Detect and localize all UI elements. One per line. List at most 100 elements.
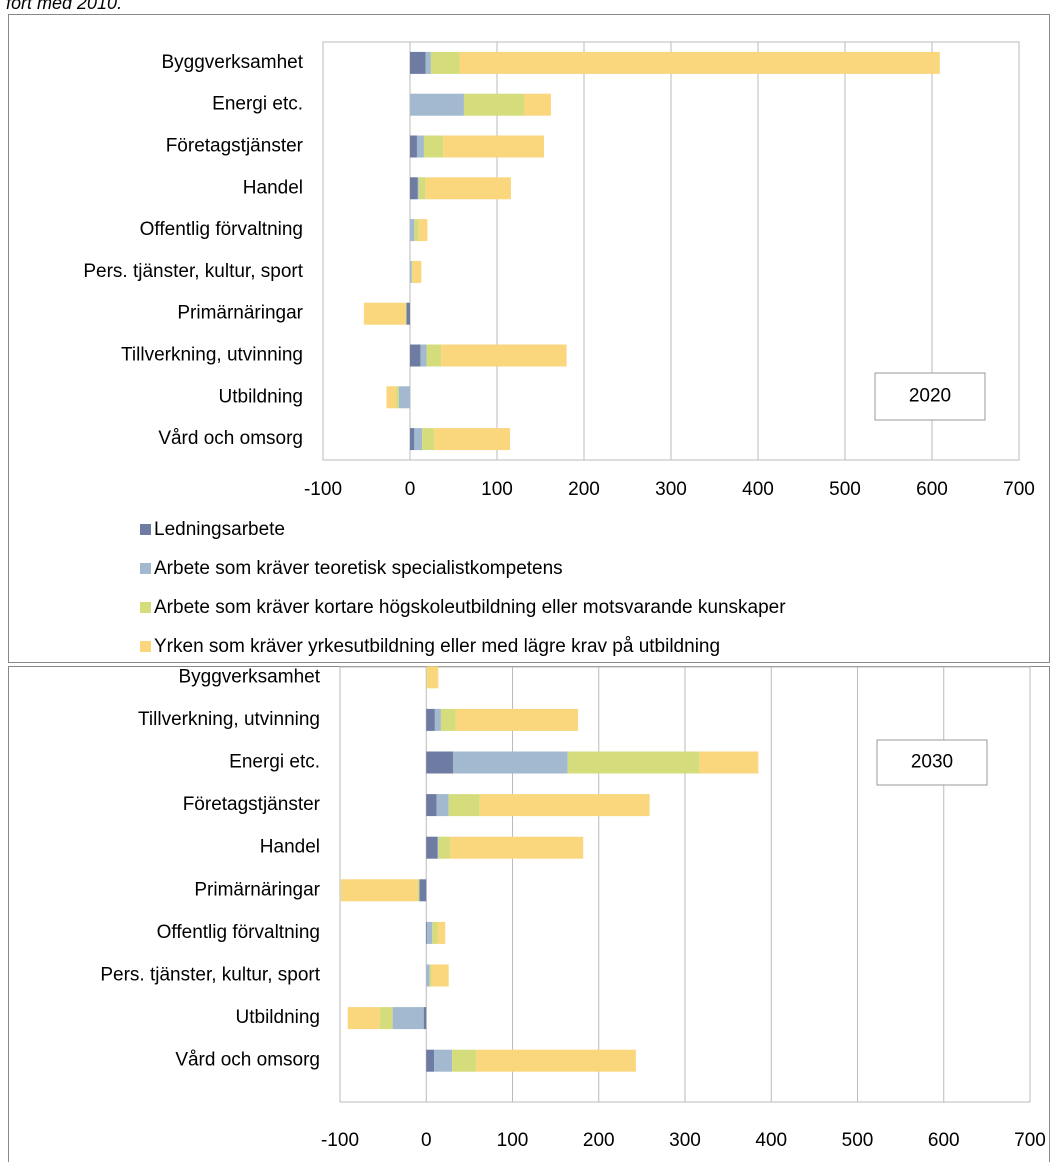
bar-segment — [396, 386, 399, 409]
bar-segment — [410, 51, 426, 74]
bar-segment — [459, 51, 940, 74]
bar-segment — [410, 344, 421, 367]
x-tick-label: 0 — [405, 479, 416, 500]
bar-segment — [437, 836, 439, 859]
bar-segment — [426, 921, 428, 944]
bar-segment — [414, 219, 419, 242]
caption: fört med 2010. — [6, 0, 122, 13]
bar-segment — [398, 386, 410, 409]
bar-segment — [416, 135, 424, 158]
bar-segment — [429, 964, 432, 987]
x-tick-label: 700 — [1003, 479, 1035, 500]
x-tick-label: 600 — [928, 1130, 960, 1151]
bar-segment — [479, 794, 650, 817]
x-tick-label: 0 — [421, 1130, 432, 1151]
bar-segment — [379, 1007, 393, 1030]
legend-swatch — [140, 563, 151, 574]
bar-segment — [410, 135, 417, 158]
x-tick-label: 300 — [655, 479, 687, 500]
bar-segment — [452, 751, 568, 774]
x-tick-label: 200 — [583, 1130, 615, 1151]
bar-segment — [523, 93, 551, 116]
bar-segment — [392, 1007, 424, 1030]
bar-segment — [699, 751, 759, 774]
bar-segment — [450, 836, 584, 859]
category-label: Tillverkning, utvinning — [138, 709, 320, 730]
bar-segment — [405, 302, 407, 325]
category-label: Utbildning — [236, 1007, 321, 1028]
bar-segment — [426, 344, 442, 367]
category-label: Pers. tjänster, kultur, sport — [83, 261, 303, 282]
bar-segment — [426, 666, 428, 689]
bar-segment — [426, 794, 437, 817]
bar-segment — [426, 836, 438, 859]
category-label: Utbildning — [219, 386, 304, 407]
bar-segment — [438, 836, 451, 859]
bar-segment — [434, 708, 441, 731]
bar-segment — [363, 302, 406, 325]
legend-label: Arbete som kräver kortare högskoleutbild… — [154, 597, 786, 618]
legend-swatch — [140, 602, 151, 613]
x-tick-label: 100 — [497, 1130, 529, 1151]
bar-segment — [426, 708, 435, 731]
legend-label: Ledningsarbete — [154, 519, 285, 540]
x-tick-label: 300 — [669, 1130, 701, 1151]
bar-segment — [434, 428, 511, 451]
bar-segment — [441, 344, 567, 367]
bar-segment — [406, 302, 410, 325]
annotation-box — [874, 372, 986, 421]
bar-segment — [430, 51, 460, 74]
bar-segment — [410, 260, 412, 283]
bar-segment — [427, 921, 433, 944]
bar-segment — [411, 260, 413, 283]
bar-segment — [427, 666, 439, 689]
x-tick-label: -100 — [304, 479, 342, 500]
category-label: Energi etc. — [212, 94, 303, 115]
bar-segment — [340, 879, 418, 902]
bar-segment — [432, 921, 438, 944]
bar-segment — [410, 219, 415, 242]
legend-label: Arbete som kräver teoretisk specialistko… — [154, 558, 563, 579]
bar-segment — [443, 135, 544, 158]
x-tick-label: 200 — [568, 479, 600, 500]
bar-segment — [422, 428, 435, 451]
bar-segment — [386, 386, 397, 409]
category-label: Handel — [260, 837, 320, 858]
category-label: Vård och omsorg — [158, 428, 303, 449]
bar-segment — [426, 1049, 435, 1072]
annotation: 2020 — [909, 386, 951, 407]
legend-swatch — [140, 524, 151, 535]
bar-segment — [426, 751, 453, 774]
category-label: Energi etc. — [229, 752, 320, 773]
category-label: Primärnäringar — [194, 879, 320, 900]
annotation-box — [876, 739, 988, 786]
x-tick-label: -100 — [321, 1130, 359, 1151]
x-tick-label: 500 — [829, 479, 861, 500]
bar-segment — [425, 51, 431, 74]
bar-segment — [434, 1049, 453, 1072]
bar-segment — [412, 260, 422, 283]
category-label: Byggverksamhet — [161, 52, 303, 73]
bar-segment — [476, 1049, 636, 1072]
category-label: Vård och omsorg — [175, 1050, 320, 1071]
bar-segment — [440, 708, 456, 731]
bar-segment — [437, 921, 446, 944]
bar-segment — [423, 1007, 427, 1030]
bar-segment — [410, 177, 418, 200]
bar-segment — [417, 177, 419, 200]
x-tick-label: 100 — [481, 479, 513, 500]
bar-segment — [414, 428, 423, 451]
bar-segment — [418, 219, 428, 242]
category-label: Tillverkning, utvinning — [121, 345, 303, 366]
category-label: Offentlig förvaltning — [140, 219, 303, 240]
bar-segment — [426, 964, 430, 987]
category-label: Offentlig förvaltning — [157, 922, 320, 943]
bar-segment — [419, 879, 427, 902]
category-label: Företagstjänster — [166, 136, 304, 157]
x-tick-label: 600 — [916, 479, 948, 500]
category-label: Primärnäringar — [177, 303, 303, 324]
bar-segment — [420, 344, 427, 367]
bar-segment — [448, 794, 480, 817]
